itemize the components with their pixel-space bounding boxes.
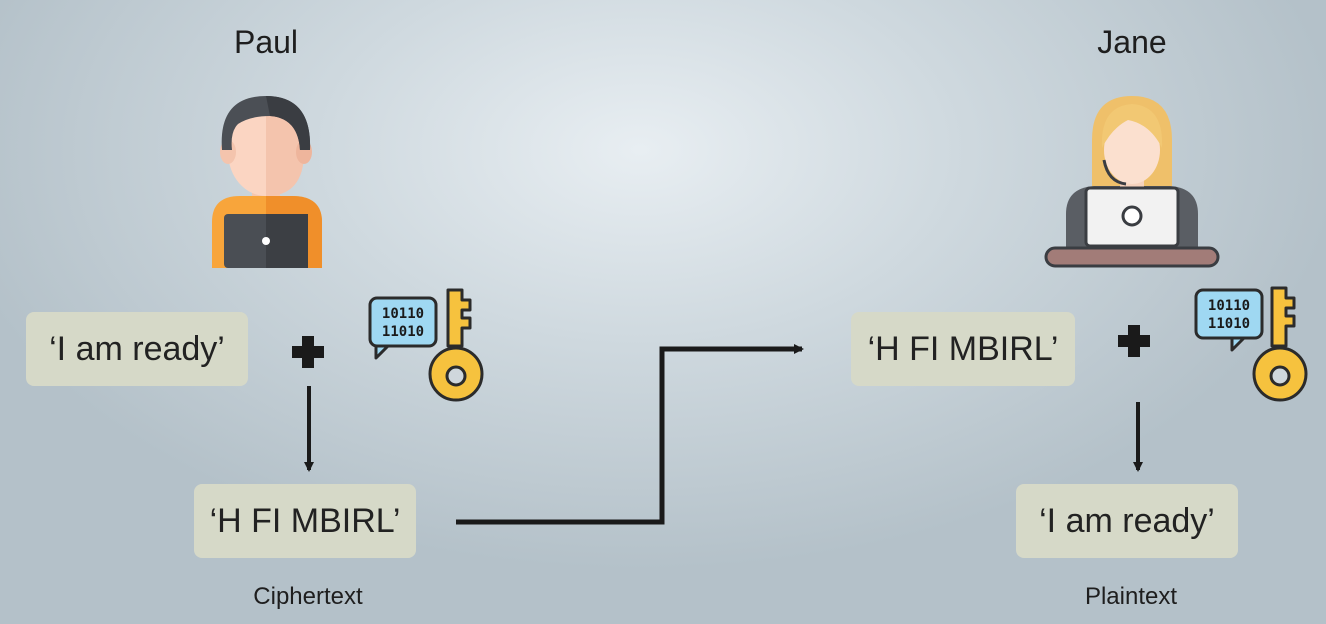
paul-avatar-icon [212,96,322,268]
sender-plus-icon [292,336,324,368]
sender-key-code-line1: 10110 [382,306,424,322]
sender-name: Paul [233,24,299,60]
receiver-key-code-line1: 10110 [1208,298,1250,314]
sender-key-code-line2: 11010 [382,324,424,340]
sender-ciphertext-label: ‘H FI MBIRL’ [209,501,401,540]
ciphertext-caption: Ciphertext [253,583,363,610]
receiver-plus-icon [1118,325,1150,357]
sender-plaintext-label: ‘I am ready’ [49,329,225,368]
receiver-key-code-line2: 11010 [1208,316,1250,332]
receiver-key-icon: 10110 11010 [1194,286,1308,402]
transmit-arrow [456,344,804,525]
receiver-ciphertext-box: ‘H FI MBIRL’ [851,312,1075,386]
sender-ciphertext-box: ‘H FI MBIRL’ [194,484,416,558]
plaintext-caption: Plaintext [1084,583,1178,610]
jane-avatar-icon [1044,96,1220,268]
receiver-ciphertext-label: ‘H FI MBIRL’ [867,329,1059,368]
sender-plaintext-box: ‘I am ready’ [26,312,248,386]
receiver-plaintext-label: ‘I am ready’ [1039,501,1215,540]
receiver-plaintext-box: ‘I am ready’ [1016,484,1238,558]
receiver-name: Jane [1097,24,1167,60]
sender-key-icon: 10110 11010 [368,288,484,402]
